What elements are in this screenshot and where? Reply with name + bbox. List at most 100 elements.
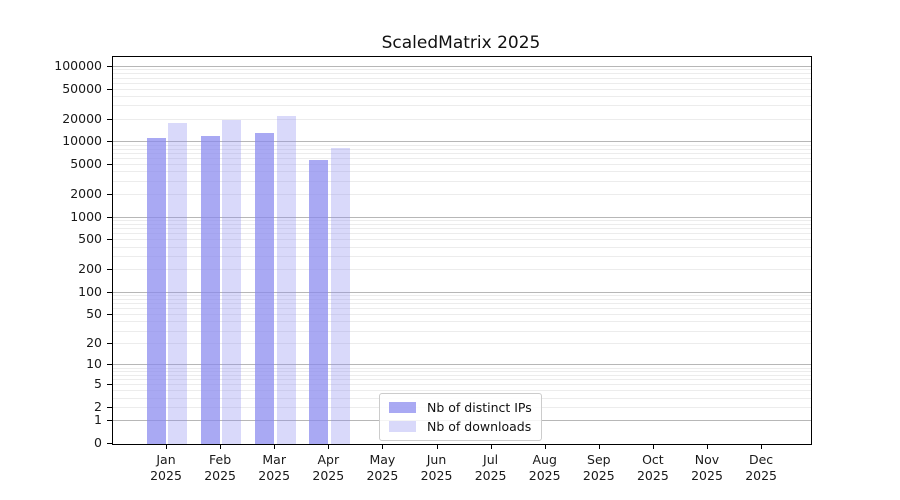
y-tick-label: 1 (94, 412, 102, 428)
y-tick-label: 500 (78, 231, 102, 247)
x-tick-label-may: May 2025 (366, 452, 399, 483)
y-gridline-minor (113, 82, 811, 84)
y-gridline-minor (113, 239, 811, 241)
y-tick-label: 20 (86, 335, 102, 351)
legend: Nb of distinct IPs Nb of downloads (379, 393, 542, 441)
y-gridline-minor (113, 330, 811, 332)
y-gridline-minor (113, 148, 811, 150)
x-tick-mark (761, 444, 763, 449)
x-tick-mark (707, 444, 708, 449)
legend-label-downloads: Nb of downloads (427, 419, 532, 434)
y-gridline-minor (113, 164, 811, 165)
y-gridline-minor (113, 299, 811, 300)
y-tick-mark (107, 141, 112, 143)
x-tick-label-aug: Aug 2025 (528, 452, 561, 483)
y-gridline-major (113, 65, 811, 67)
x-tick-label-feb: Feb 2025 (204, 452, 236, 483)
y-gridline-minor (113, 228, 811, 230)
y-gridline-minor (113, 224, 811, 225)
x-tick-label-jun: Jun 2025 (420, 452, 453, 483)
y-gridline-minor (113, 269, 811, 271)
x-tick-mark (166, 444, 167, 449)
y-gridline-minor (113, 118, 811, 120)
x-tick-mark (652, 444, 654, 449)
y-gridline-minor (113, 367, 811, 369)
y-gridline-minor (113, 384, 811, 386)
bar-jan-downloads (168, 123, 188, 444)
y-gridline-minor (113, 374, 811, 376)
y-tick-mark (107, 239, 112, 241)
y-gridline-minor (113, 308, 811, 310)
y-tick-label: 0 (94, 435, 102, 450)
x-tick-mark (382, 444, 384, 449)
legend-entry-downloads: Nb of downloads (389, 420, 532, 433)
y-gridline-minor (113, 256, 811, 257)
x-tick-mark (328, 444, 330, 449)
plot-area: Nb of distinct IPs Nb of downloads (112, 56, 812, 445)
y-gridline-major (113, 364, 811, 366)
y-tick-label: 2000 (70, 186, 102, 201)
x-tick-label-oct: Oct 2025 (636, 452, 669, 483)
y-gridline-minor (113, 144, 811, 146)
x-tick-label-jul: Jul 2025 (474, 452, 507, 483)
y-gridline-minor (113, 371, 811, 372)
y-gridline-minor (113, 314, 811, 316)
y-tick-label: 10 (86, 356, 102, 372)
y-tick-label: 10000 (62, 133, 102, 149)
bar-feb-downloads (222, 120, 242, 444)
y-gridline-minor (113, 77, 811, 79)
y-gridline-minor (113, 69, 811, 71)
x-tick-label-nov: Nov 2025 (691, 452, 723, 483)
y-tick-mark (107, 407, 112, 408)
y-tick-mark (107, 88, 112, 90)
y-tick-label: 2 (94, 399, 102, 414)
y-tick-mark (107, 443, 112, 444)
y-tick-mark (107, 291, 112, 293)
x-tick-mark (598, 444, 600, 449)
y-gridline-minor (113, 73, 811, 75)
y-tick-mark (107, 164, 112, 165)
y-tick-label: 200 (78, 261, 102, 277)
x-tick-label-apr: Apr 2025 (312, 452, 345, 483)
y-tick-mark (107, 384, 112, 386)
bar-apr-downloads (330, 147, 350, 444)
y-tick-mark (107, 343, 112, 345)
y-gridline-minor (113, 180, 811, 182)
y-gridline-minor (113, 88, 811, 90)
y-gridline-minor (113, 194, 811, 195)
y-gridline-major (113, 291, 811, 293)
y-tick-mark (107, 364, 112, 366)
y-tick-label: 100 (78, 283, 102, 299)
y-gridline-minor (113, 343, 811, 345)
x-tick-label-mar: Mar 2025 (258, 452, 291, 483)
bar-mar-downloads (276, 116, 296, 444)
y-tick-label: 1000 (70, 208, 102, 224)
x-tick-label-dec: Dec 2025 (745, 452, 777, 483)
y-gridline-minor (113, 105, 811, 107)
y-gridline-major (113, 216, 811, 218)
bar-feb-distinct-ips (200, 135, 220, 444)
y-gridline-minor (113, 303, 811, 305)
y-tick-mark (107, 314, 112, 316)
y-gridline-minor (113, 321, 811, 323)
x-tick-mark (544, 444, 546, 449)
y-gridline-minor (113, 379, 811, 381)
y-gridline-minor (113, 220, 811, 222)
bar-apr-distinct-ips (309, 159, 328, 444)
y-gridline-minor (113, 95, 811, 97)
y-tick-label: 5000 (70, 156, 102, 171)
legend-label-distinct-ips: Nb of distinct IPs (427, 400, 532, 415)
y-gridline-major (113, 141, 811, 143)
chart-title: ScaledMatrix 2025 (381, 33, 541, 53)
y-gridline-minor (113, 233, 811, 235)
legend-swatch-downloads (389, 421, 416, 432)
y-gridline-minor (113, 171, 811, 173)
x-tick-mark (490, 444, 492, 449)
x-tick-mark (274, 444, 276, 449)
y-tick-mark (107, 216, 112, 218)
y-tick-mark (107, 65, 112, 67)
y-tick-label: 50 (86, 306, 102, 322)
bar-jan-distinct-ips (146, 138, 166, 444)
x-tick-label-jan: Jan 2025 (150, 452, 182, 483)
